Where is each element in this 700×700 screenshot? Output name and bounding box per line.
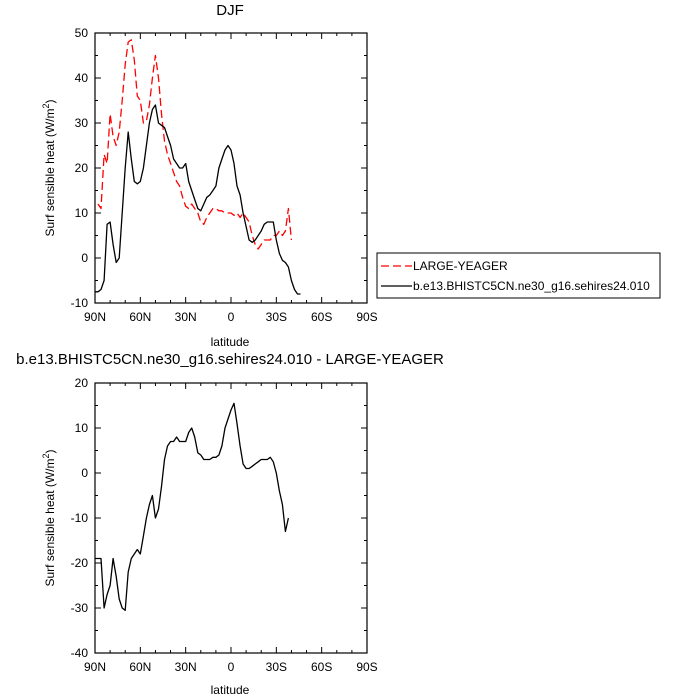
top-xtick-label: 60N (129, 310, 151, 324)
top-xtick-label: 0 (228, 310, 235, 324)
bottom-xtick-label: 30N (175, 660, 197, 674)
top-xtick-label: 90S (356, 310, 377, 324)
bottom-ytick-label: -20 (71, 556, 89, 570)
bottom-xtick-label: 30S (266, 660, 287, 674)
top-ytick-label: 50 (75, 26, 89, 40)
top-panel-title: DJF (216, 2, 244, 19)
top-ytick-label: 0 (81, 251, 88, 265)
bottom-panel-title: b.e13.BHISTC5CN.ne30_g16.sehires24.010 -… (16, 351, 444, 368)
top-ytick-label: 30 (75, 116, 89, 130)
legend-label-large-yeager: LARGE-YEAGER (413, 259, 508, 273)
top-xtick-label: 60S (311, 310, 332, 324)
bottom-ytick-label: -30 (71, 601, 89, 615)
bottom-xtick-label: 60N (129, 660, 151, 674)
bottom-plot-frame (94, 382, 368, 654)
bottom-xtick-label: 90S (356, 660, 377, 674)
bottom-series-line-0 (95, 402, 290, 611)
bottom-panel: b.e13.BHISTC5CN.ne30_g16.sehires24.010 -… (16, 351, 444, 697)
legend-box (376, 252, 661, 299)
top-panel: DJF Surf sensible heat (W/m2) latitude 9… (41, 2, 378, 349)
top-ytick-label: 10 (75, 206, 89, 220)
top-series-line-1 (95, 104, 301, 295)
bottom-ytick-label: -40 (71, 646, 89, 660)
top-ytick-label: 20 (75, 161, 89, 175)
top-xtick-label: 90N (84, 310, 106, 324)
bottom-xtick-label: 90N (84, 660, 106, 674)
bottom-panel-ylabel: Surf sensible heat (W/m2) (41, 449, 57, 586)
legend-label-bhist: b.e13.BHISTC5CN.ne30_g16.sehires24.010 (413, 279, 650, 293)
top-xtick-label: 30N (175, 310, 197, 324)
top-xtick-label: 30S (266, 310, 287, 324)
legend: LARGE-YEAGER b.e13.BHISTC5CN.ne30_g16.se… (376, 252, 661, 299)
top-panel-ylabel: Surf sensible heat (W/m2) (41, 99, 57, 236)
bottom-ytick-label: 20 (75, 376, 89, 390)
top-ytick-label: -10 (71, 296, 89, 310)
bottom-xtick-label: 0 (228, 660, 235, 674)
bottom-ytick-label: -10 (71, 511, 89, 525)
bottom-xtick-label: 60S (311, 660, 332, 674)
top-panel-xlabel: latitude (211, 335, 250, 349)
top-ytick-label: 40 (75, 71, 89, 85)
top-series-line-0 (97, 39, 293, 250)
bottom-ytick-label: 10 (75, 421, 89, 435)
bottom-panel-xlabel: latitude (211, 683, 250, 697)
bottom-ytick-label: 0 (81, 466, 88, 480)
